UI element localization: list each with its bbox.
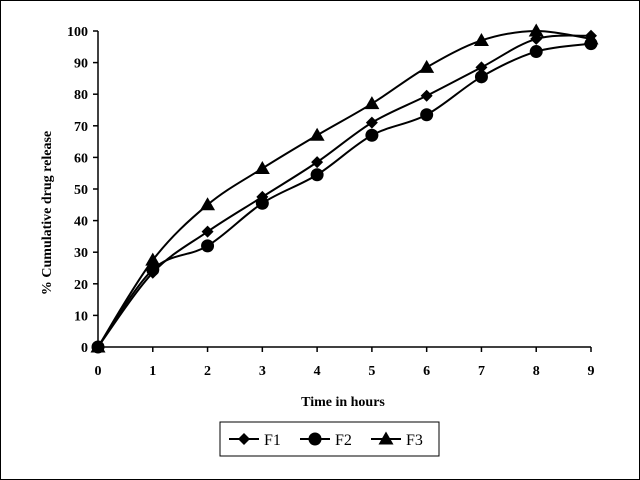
data-point-f2: [529, 45, 543, 59]
y-tick-label: 100: [67, 25, 88, 40]
legend-marker-f3: [378, 431, 394, 445]
data-point-f2: [474, 70, 488, 84]
x-tick-label: 2: [204, 364, 211, 379]
x-tick-label: 1: [149, 364, 156, 379]
data-point-f2: [420, 108, 434, 122]
series-line-f1: [97, 34, 592, 348]
data-point-f3: [254, 160, 270, 174]
y-tick-label: 90: [74, 57, 88, 72]
legend-marker-f1: [238, 433, 250, 445]
x-tick-label: 7: [478, 364, 485, 379]
data-point-f1: [311, 156, 324, 169]
data-point-f2: [201, 239, 215, 253]
data-point-f2: [255, 196, 269, 210]
x-tick-label: 5: [368, 364, 375, 379]
data-point-f3: [528, 23, 544, 37]
x-tick-label: 3: [259, 364, 266, 379]
y-tick-label: 10: [74, 309, 88, 324]
data-point-f2: [310, 168, 324, 182]
legend: F1 F2 F3: [219, 421, 440, 457]
y-tick-label: 60: [74, 151, 88, 166]
data-point-f3: [145, 252, 161, 266]
x-tick-label: 4: [314, 364, 321, 379]
series-line-f3: [97, 29, 592, 348]
data-point-f3: [364, 96, 380, 110]
x-ticks: 0 1 2 3 4 5 6 7 8 9: [95, 347, 595, 379]
data-point-f3: [419, 59, 435, 73]
y-tick-label: 0: [81, 341, 88, 356]
data-point-f3: [309, 127, 325, 141]
legend-label-f3: F3: [406, 432, 423, 449]
y-tick-label: 40: [74, 215, 88, 230]
data-point-f3: [473, 32, 489, 46]
y-tick-label: 30: [74, 246, 88, 261]
data-point-f2: [365, 128, 379, 142]
legend-label-f2: F2: [335, 432, 352, 449]
series-line-f2: [97, 42, 592, 348]
data-point-f2: [146, 263, 160, 277]
x-axis-label: Time in hours: [301, 395, 385, 410]
y-axis-label: % Cumulative drug release: [40, 131, 55, 295]
series-lines: [97, 29, 592, 348]
y-tick-label: 80: [74, 88, 88, 103]
x-tick-label: 0: [95, 364, 102, 379]
x-tick-label: 8: [533, 364, 540, 379]
y-ticks: 0 10 20 30 40 50 60 70 80 90 100: [67, 25, 98, 356]
series-markers: [90, 23, 599, 354]
y-tick-label: 70: [74, 120, 88, 135]
data-point-f1: [420, 89, 433, 102]
data-point-f1: [201, 225, 214, 238]
legend-label-f1: F1: [264, 432, 281, 449]
axes: [97, 31, 591, 348]
data-point-f3: [90, 339, 106, 353]
data-point-f3: [583, 31, 599, 45]
data-point-f3: [200, 197, 216, 211]
legend-marker-f2: [308, 432, 322, 446]
y-tick-label: 50: [74, 183, 88, 198]
x-tick-label: 6: [423, 364, 430, 379]
x-tick-label: 9: [588, 364, 595, 379]
y-tick-label: 20: [74, 278, 88, 293]
data-point-f1: [365, 116, 378, 129]
